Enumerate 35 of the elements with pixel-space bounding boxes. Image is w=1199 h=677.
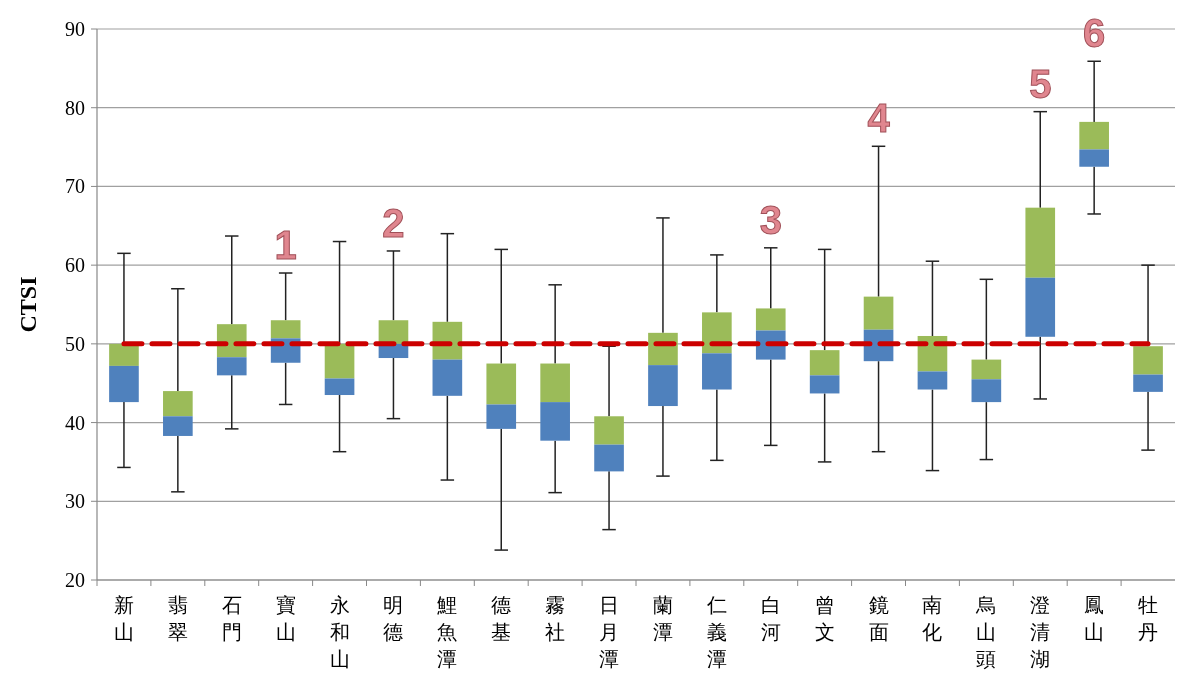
y-tick-label: 90 [65,18,85,40]
y-tick-label: 70 [65,175,85,198]
x-tick-label: 南化 [922,593,943,644]
x-tick-label: 仁義潭 [705,593,727,671]
text: 4 [867,96,890,141]
x-tick-label: 石門 [221,593,242,644]
x-tick-label: 日月潭 [599,593,620,671]
y-tick-label: 20 [65,569,85,591]
x-tick-label: 烏山頭 [975,593,997,671]
x-tick-label: 鯉魚潭 [437,593,458,671]
x-tick-label: 霧社 [545,593,566,644]
y-tick-label: 80 [65,96,85,119]
x-tick-label: 鏡面 [868,593,889,644]
x-tick-label: 明德 [383,593,404,644]
y-tick-label: 60 [65,254,85,277]
text: 5 [1029,61,1052,106]
x-tick-label: 蘭潭 [652,593,673,644]
y-tick-label: 30 [65,490,85,513]
x-tick-label: 翡翠 [167,593,188,644]
x-tick-label: 新山 [113,593,134,644]
x-tick-label: 牡丹 [1138,593,1159,644]
x-tick-label: 寶山 [275,593,296,644]
text: 6 [1083,11,1106,56]
text: 1 [274,223,297,268]
y-axis-title: CTSI [15,276,41,333]
x-tick-label: 永和山 [329,593,350,671]
text: 3 [759,197,782,242]
x-tick-label: 德基 [491,593,512,644]
x-tick-label: 澄清湖 [1030,593,1051,671]
x-tick-label: 白河 [760,593,781,644]
text: 2 [382,200,405,245]
x-tick-label: 曾文 [814,593,835,644]
y-tick-label: 40 [65,411,85,434]
y-tick-label: 50 [65,332,85,355]
x-tick-label: 鳳山 [1084,593,1105,644]
